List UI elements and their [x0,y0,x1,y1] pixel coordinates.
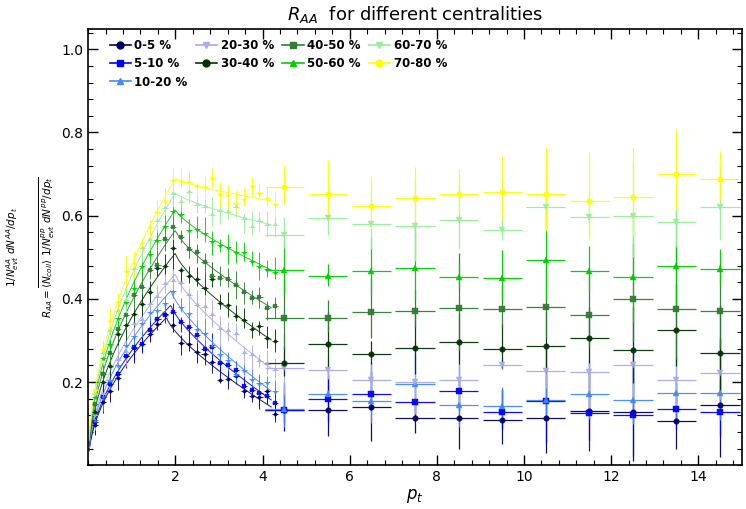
Title: $R_{AA}$  for different centralities: $R_{AA}$ for different centralities [286,4,543,25]
Legend: 0-5 %, 5-10 %, 10-20 %, 20-30 %, 30-40 %, 40-50 %, 50-60 %, 60-70 %, 70-80 %: 0-5 %, 5-10 %, 10-20 %, 20-30 %, 30-40 %… [107,37,449,91]
Y-axis label: $1/N^{AA}_{evt}\ dN^{AA}/dp_t$
$R_{AA} = \overline{\langle N_{coll}\rangle\ 1/N^: $1/N^{AA}_{evt}\ dN^{AA}/dp_t$ $R_{AA} =… [4,176,57,318]
X-axis label: $p_t$: $p_t$ [407,487,424,505]
